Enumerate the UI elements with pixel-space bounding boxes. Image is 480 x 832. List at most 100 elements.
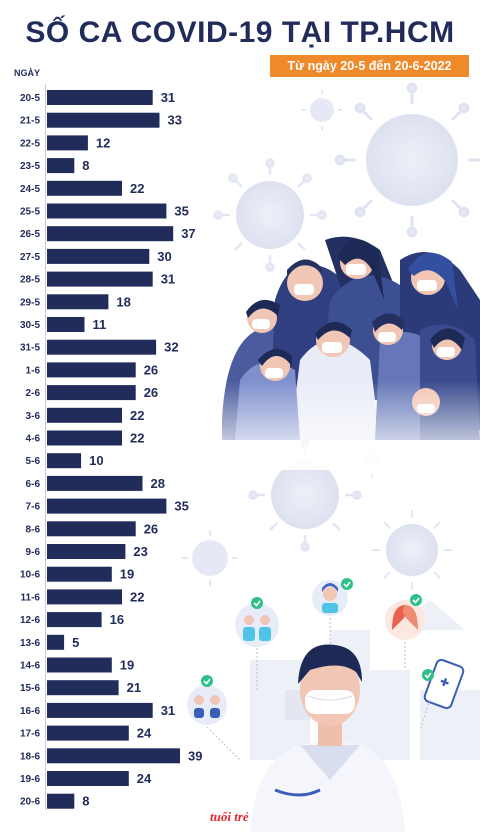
bar <box>47 521 136 537</box>
data-label: 35 <box>174 204 188 219</box>
virus-icon <box>302 90 342 130</box>
category-label: 12-6 <box>20 615 40 626</box>
category-label: 14-6 <box>20 661 40 672</box>
category-label: 13-6 <box>20 638 40 649</box>
y-axis-line <box>45 84 46 810</box>
bar <box>47 90 153 105</box>
data-label: 8 <box>82 794 89 809</box>
category-label: 6-6 <box>26 479 41 490</box>
bar <box>47 248 150 264</box>
bar <box>47 589 122 605</box>
bar <box>47 544 126 559</box>
bar <box>47 430 122 446</box>
data-label: 26 <box>144 385 158 400</box>
bar <box>47 407 122 423</box>
category-label: 15-6 <box>20 683 40 694</box>
data-label: 19 <box>120 567 134 582</box>
data-label: 31 <box>161 272 175 287</box>
category-label: 29-5 <box>20 297 40 308</box>
category-label: 3-6 <box>26 411 41 422</box>
category-label: 20-6 <box>20 797 40 808</box>
data-label: 26 <box>144 362 158 377</box>
bar <box>47 771 129 786</box>
category-label: 9-6 <box>26 547 41 558</box>
bar <box>47 362 136 378</box>
category-label: 22-5 <box>20 138 40 149</box>
bar <box>47 725 129 741</box>
data-label: 32 <box>164 340 178 355</box>
category-label: 19-6 <box>20 774 40 785</box>
bar <box>47 203 167 219</box>
data-label: 22 <box>130 589 144 604</box>
category-label: 24-5 <box>20 184 40 195</box>
data-label: 26 <box>144 521 158 536</box>
data-label: 23 <box>133 544 147 559</box>
data-label: 5 <box>72 635 79 650</box>
category-label: 27-5 <box>20 252 40 263</box>
phone-app-icon <box>422 658 465 710</box>
data-label: 28 <box>151 476 165 491</box>
bar <box>47 339 157 355</box>
bar <box>47 612 102 628</box>
bar <box>47 294 109 310</box>
bar <box>47 317 85 332</box>
category-label: 28-5 <box>20 275 40 286</box>
bar <box>47 657 112 673</box>
data-label: 22 <box>130 408 144 423</box>
bar <box>47 748 180 764</box>
connector-lines <box>206 618 431 761</box>
category-label: 16-6 <box>20 706 40 717</box>
virus-icon <box>372 510 452 590</box>
virus-icon <box>182 530 238 586</box>
bar <box>47 226 174 242</box>
category-label: 17-6 <box>20 729 40 740</box>
bar <box>47 453 82 469</box>
data-label: 39 <box>188 748 202 763</box>
data-label: 37 <box>181 226 195 241</box>
y-axis-label: NGÀY <box>14 68 41 78</box>
bar <box>47 680 119 696</box>
category-label: 5-6 <box>26 456 41 467</box>
bar <box>47 634 65 650</box>
bar <box>47 793 75 809</box>
category-label: 18-6 <box>20 751 40 762</box>
page-title: SỐ CA COVID-19 TẠI TP.HCM <box>25 16 455 49</box>
data-label: 35 <box>174 499 188 514</box>
category-label: 23-5 <box>20 161 40 172</box>
category-label: 21-5 <box>20 116 40 127</box>
couple-mask-icon <box>187 675 227 725</box>
data-label: 18 <box>116 294 130 309</box>
doctor-illustration <box>250 644 405 832</box>
data-label: 31 <box>161 703 175 718</box>
category-label: 31-5 <box>20 343 40 354</box>
data-label: 24 <box>137 726 152 741</box>
data-label: 19 <box>120 658 134 673</box>
bar <box>47 271 153 287</box>
virus-icon <box>213 158 327 272</box>
tuoi-tre-logo: tuổi trẻ <box>210 809 249 824</box>
category-label: 10-6 <box>20 570 40 581</box>
category-label: 11-6 <box>21 592 41 603</box>
bar <box>47 112 160 128</box>
crowd-illustration <box>215 236 480 470</box>
bar <box>47 180 122 196</box>
data-label: 31 <box>161 90 175 105</box>
data-label: 12 <box>96 135 110 150</box>
bar <box>47 566 112 582</box>
bar <box>47 475 143 491</box>
category-label: 7-6 <box>26 502 41 513</box>
category-label: 2-6 <box>26 388 41 399</box>
data-label: 16 <box>110 612 124 627</box>
data-label: 33 <box>168 113 182 128</box>
category-label: 30-5 <box>20 320 40 331</box>
category-label: 4-6 <box>26 434 41 445</box>
data-label: 22 <box>130 431 144 446</box>
bar <box>47 158 75 174</box>
bar <box>47 702 153 718</box>
category-label: 26-5 <box>20 229 40 240</box>
data-label: 22 <box>130 181 144 196</box>
virus-icon <box>334 82 480 238</box>
